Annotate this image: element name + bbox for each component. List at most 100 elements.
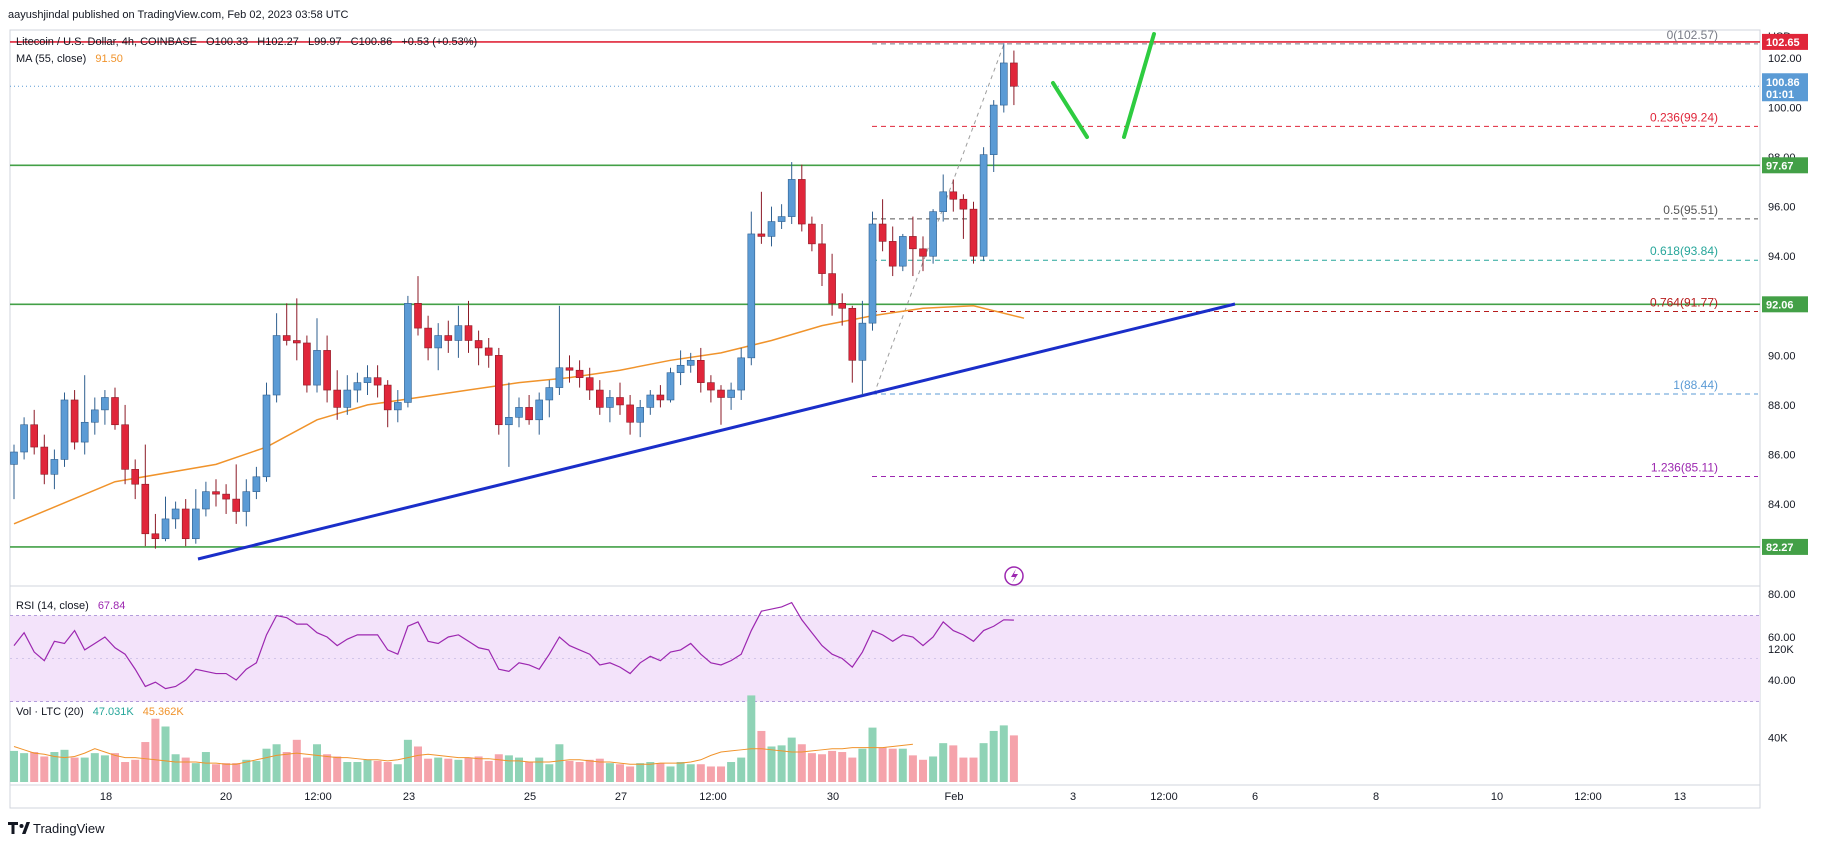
candle <box>858 300 867 396</box>
legend-open: O100.33 <box>206 36 248 48</box>
candle <box>545 380 554 418</box>
candle <box>232 464 240 524</box>
candle <box>888 226 897 277</box>
projection-arrow[interactable] <box>1122 32 1156 139</box>
fib-level-label: 1(88.44) <box>1673 378 1718 392</box>
volume-bar <box>50 752 59 782</box>
candle <box>848 305 857 383</box>
volume-bar <box>838 752 847 782</box>
candle <box>747 211 756 366</box>
time-tick: 12:00 <box>1574 791 1602 803</box>
price-tick: 86.00 <box>1768 449 1796 461</box>
volume-bar <box>706 766 715 782</box>
time-tick: 3 <box>1070 791 1076 803</box>
volume-bar <box>373 760 382 782</box>
volume-bar <box>979 743 988 782</box>
branding-text: TradingView <box>33 821 105 836</box>
volume-bar <box>807 753 816 782</box>
candle <box>959 194 968 239</box>
volume-bar <box>383 762 392 782</box>
volume-bar <box>424 758 433 782</box>
volume-bar <box>181 757 190 782</box>
candle <box>878 199 887 252</box>
projection-arrow[interactable] <box>1051 81 1089 139</box>
volume-bar <box>545 764 554 782</box>
candle <box>444 320 453 353</box>
level-price-box <box>1762 157 1808 174</box>
volume-bar <box>777 745 786 782</box>
level-price-box <box>1762 538 1808 555</box>
volume-bar <box>939 743 948 782</box>
volume-bar <box>626 766 635 782</box>
volume-bar <box>565 760 574 782</box>
candle <box>91 397 99 435</box>
candle <box>212 479 220 507</box>
volume-bar <box>727 762 736 782</box>
price-tick: 96.00 <box>1768 202 1796 214</box>
svg-text:MA (55, close) 91.50: MA (55, close) 91.50 <box>16 53 123 65</box>
volume-bar <box>999 725 1008 782</box>
candle <box>464 300 473 353</box>
candle <box>646 390 655 415</box>
level-price-label: 97.67 <box>1766 160 1794 172</box>
candle <box>717 385 725 425</box>
level-price-box <box>1762 296 1808 313</box>
volume-bar <box>232 763 241 782</box>
volume-bar <box>919 759 927 782</box>
volume-bar <box>131 759 140 782</box>
volume-bar <box>515 757 523 782</box>
candle <box>80 375 89 455</box>
candle <box>606 390 614 423</box>
candle <box>707 375 715 403</box>
rsi-tick: 60.00 <box>1768 632 1796 644</box>
fib-level-label: 0.764(91.77) <box>1650 295 1718 309</box>
projection-arrows[interactable] <box>1051 32 1156 139</box>
candle <box>979 147 988 262</box>
last-price-label: 100.86 <box>1766 77 1800 89</box>
time-tick: 12:00 <box>1150 791 1178 803</box>
candle <box>999 43 1008 113</box>
volume-bar <box>302 757 311 782</box>
volume-bar <box>393 764 402 782</box>
volume-bar <box>80 757 89 782</box>
volume-bar <box>323 754 332 782</box>
candle <box>949 179 958 212</box>
volume-bar <box>646 762 655 782</box>
time-axis[interactable]: 18 20 12:00 23 25 27 12:00 30 Feb 3 12:00 6 8 10 12:00… <box>100 791 1686 803</box>
candle <box>666 367 675 403</box>
volume-bar <box>464 757 473 782</box>
trendline-layer[interactable] <box>197 302 1236 561</box>
volume-bar <box>858 748 867 782</box>
rsi-tick: 40.00 <box>1768 675 1796 687</box>
fib-anchor-line <box>873 43 1005 395</box>
volume-bar <box>1009 735 1018 782</box>
tradingview-logo[interactable]: TradingView <box>8 821 105 836</box>
volume-bar <box>60 749 69 782</box>
candle <box>424 315 432 361</box>
price-axis[interactable]: 102.00100.0098.0096.0094.0092.0090.0088.… <box>1762 31 1808 555</box>
time-tick: 6 <box>1252 791 1258 803</box>
candle <box>70 390 79 450</box>
volume-bar <box>818 754 826 782</box>
candle <box>757 191 766 244</box>
fib-retracement[interactable]: 0(102.57) 0.236(99.24) 0.5(95.51) 0.618(93.… <box>872 28 1758 478</box>
ascending-trendline[interactable] <box>197 302 1236 561</box>
publisher-line: aayushjindal published on TradingView.co… <box>8 9 348 21</box>
candle <box>484 338 493 368</box>
volume-ma-line <box>13 743 913 765</box>
candle <box>636 399 645 438</box>
volume-bar <box>201 752 210 782</box>
lightning-icon[interactable] <box>1004 566 1024 586</box>
legend-high: H102.27 <box>257 36 299 48</box>
level-price-label: 82.27 <box>1766 542 1794 554</box>
candle <box>626 395 634 435</box>
candle <box>40 434 49 485</box>
candle <box>505 382 513 467</box>
volume-bar <box>242 759 251 782</box>
volume-bar <box>686 764 695 782</box>
volume-bar <box>989 730 998 782</box>
candle <box>525 395 533 425</box>
candle <box>838 293 847 326</box>
level-price-label: 102.65 <box>1766 37 1800 49</box>
rsi-band <box>10 615 1760 702</box>
